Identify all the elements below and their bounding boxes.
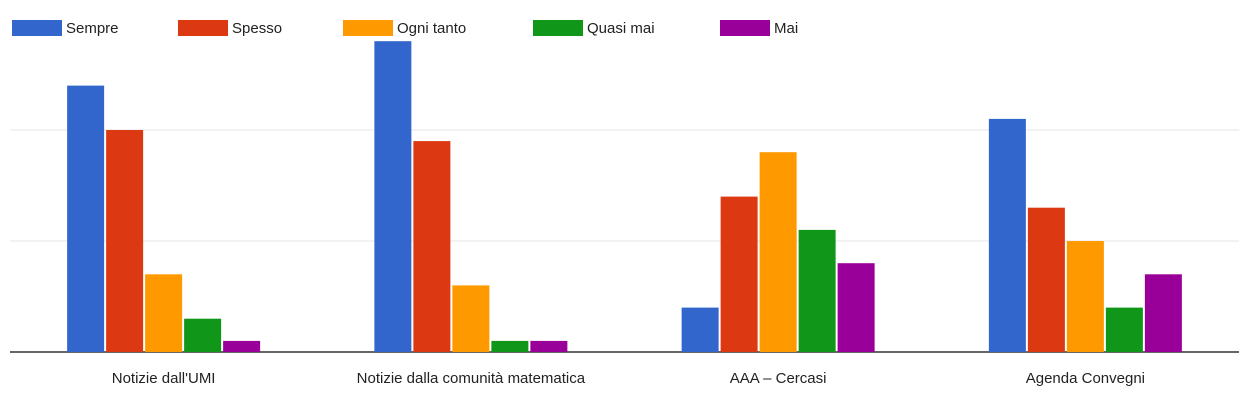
bar: [67, 85, 105, 352]
legend-label: Sempre: [66, 20, 119, 37]
bar: [1144, 274, 1182, 352]
bar: [1027, 207, 1065, 352]
bar: [681, 307, 719, 352]
legend-label: Ogni tanto: [397, 20, 466, 37]
bar: [413, 141, 451, 352]
legend-swatch: [343, 20, 393, 36]
x-tick-label: Notizie dalla comunità matematica: [356, 370, 586, 387]
bar: [491, 340, 529, 352]
bar: [988, 118, 1026, 353]
bar: [759, 152, 797, 352]
legend-swatch: [12, 20, 62, 36]
x-tick-label: Notizie dall'UMI: [111, 370, 216, 387]
bar: [1105, 307, 1143, 352]
bar: [1066, 241, 1104, 352]
legend-swatch: [533, 20, 583, 36]
bar: [837, 263, 875, 352]
bar: [106, 130, 144, 352]
legend-label: Quasi mai: [587, 20, 655, 37]
x-tick-label: Agenda Convegni: [1025, 370, 1145, 387]
bar: [720, 196, 758, 352]
bar: [530, 340, 568, 352]
bar: [145, 274, 183, 352]
bar: [452, 285, 490, 352]
legend-swatch: [178, 20, 228, 36]
legend-swatch: [720, 20, 770, 36]
legend-label: Mai: [774, 20, 798, 37]
x-tick-label: AAA – Cercasi: [729, 370, 827, 387]
legend-label: Spesso: [232, 20, 282, 37]
bar: [798, 229, 836, 352]
bar: [374, 41, 412, 352]
bar: [184, 318, 222, 352]
bar: [223, 340, 261, 352]
